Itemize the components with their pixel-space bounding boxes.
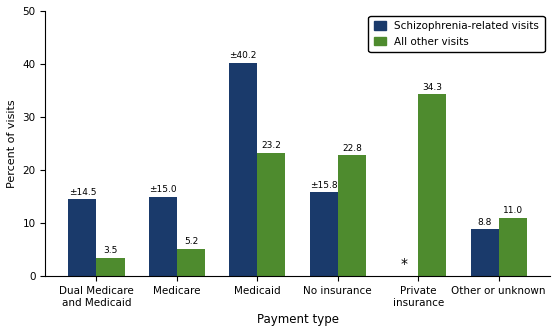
Bar: [418, 94, 446, 276]
Bar: [310, 192, 338, 276]
X-axis label: Payment type: Payment type: [256, 313, 339, 326]
Bar: [338, 155, 366, 276]
Text: 5.2: 5.2: [184, 237, 198, 246]
Text: 8.8: 8.8: [478, 218, 492, 227]
Text: 22.8: 22.8: [342, 144, 362, 153]
Text: ±14.5: ±14.5: [69, 187, 96, 196]
Bar: [177, 249, 205, 276]
Text: 34.3: 34.3: [422, 83, 442, 92]
Bar: [498, 218, 527, 276]
Bar: [149, 196, 177, 276]
Bar: [258, 153, 286, 276]
Y-axis label: Percent of visits: Percent of visits: [7, 99, 17, 188]
Bar: [229, 63, 258, 276]
Bar: [470, 229, 498, 276]
Bar: [96, 258, 124, 276]
Text: ±40.2: ±40.2: [230, 51, 257, 60]
Text: 23.2: 23.2: [262, 142, 281, 151]
Text: 11.0: 11.0: [503, 206, 523, 215]
Text: ±15.0: ±15.0: [149, 185, 176, 194]
Text: *: *: [400, 257, 408, 271]
Text: ±15.8: ±15.8: [310, 181, 338, 190]
Legend: Schizophrenia-related visits, All other visits: Schizophrenia-related visits, All other …: [368, 16, 544, 52]
Text: 3.5: 3.5: [104, 246, 118, 255]
Bar: [68, 199, 96, 276]
